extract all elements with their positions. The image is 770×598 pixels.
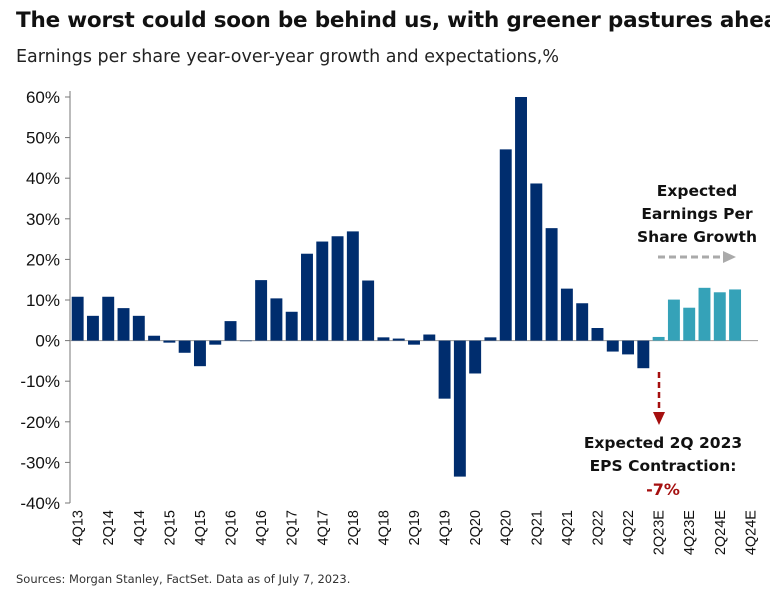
bar-1q17: [270, 298, 283, 341]
bar-4q23e: [683, 307, 696, 341]
bar-1q14: [86, 315, 99, 341]
bar-4q17: [316, 241, 329, 341]
bar-1q21: [515, 97, 527, 341]
x-tick-label: 4Q13: [71, 510, 87, 545]
bar-2q21: [530, 183, 543, 341]
expected-label-line-1: Expected: [657, 182, 737, 200]
bar-3q16: [239, 340, 252, 342]
bar-2q20: [469, 340, 482, 374]
chart-title: The worst could soon be behind us, with …: [16, 8, 770, 33]
bar-1q19: [392, 338, 405, 341]
x-tick-label: 2Q19: [407, 510, 423, 545]
bar-1q22: [576, 303, 589, 341]
x-tick-label: 2Q20: [468, 510, 484, 545]
x-tick-label: 2Q21: [529, 510, 545, 545]
x-tick-label: 4Q17: [315, 510, 331, 545]
bar-4q16: [255, 280, 268, 341]
bar-3q24e: [729, 289, 742, 341]
bar-2q14: [102, 296, 115, 341]
x-tick-label: 4Q19: [438, 510, 454, 545]
bar-4q20: [499, 149, 512, 341]
x-tick-label: 2Q17: [285, 510, 301, 545]
bar-4q15: [193, 340, 206, 367]
expected-arrow: [658, 251, 736, 263]
bar-3q17: [301, 253, 313, 341]
bars: [71, 97, 742, 477]
x-tick-label: 4Q23E: [682, 510, 698, 555]
bar-2q19: [408, 340, 420, 345]
y-tick-label: -40%: [20, 494, 60, 513]
bar-2q15: [163, 340, 176, 343]
x-tick-label: 2Q22: [590, 510, 606, 545]
bar-4q21: [560, 288, 573, 341]
bar-3q18: [362, 280, 375, 341]
x-tick-label: 2Q18: [346, 510, 362, 545]
annotations: Expected Earnings Per Share Growth Expec…: [584, 182, 757, 499]
bar-1q23: [637, 340, 650, 369]
x-tick-label: 4Q22: [621, 510, 637, 545]
expected-label-line-3: Share Growth: [637, 228, 757, 246]
bar-4q14: [132, 315, 145, 341]
y-tick-label: 30%: [26, 210, 60, 229]
x-tick-label: 2Q23E: [652, 510, 668, 555]
x-tick-label: 4Q20: [499, 510, 515, 545]
bar-4q19: [438, 340, 451, 399]
bar-4q22: [622, 340, 635, 355]
bar-3q23e: [667, 299, 680, 341]
x-tick-label: 4Q16: [254, 510, 270, 545]
bar-1q16: [209, 340, 222, 345]
bar-1q24e: [698, 287, 711, 341]
contraction-label-line-1: Expected 2Q 2023: [584, 434, 742, 452]
x-axis: 4Q13 2Q14 4Q14 2Q15 4Q15 2Q16 4Q16 2Q17 4Q17 2Q18…: [71, 510, 760, 555]
contraction-arrow: [653, 372, 665, 425]
bar-1q18: [331, 236, 344, 341]
x-tick-label: 2Q14: [101, 510, 117, 545]
y-tick-label: 0%: [35, 332, 60, 351]
expected-label-line-2: Earnings Per: [641, 205, 753, 223]
x-tick-label: 2Q15: [162, 510, 178, 545]
x-tick-label: 4Q15: [193, 510, 209, 545]
bar-2q23e: [652, 336, 665, 341]
chart-subtitle: Earnings per share year-over-year growth…: [16, 47, 559, 67]
bar-2q24e: [713, 292, 726, 341]
bar-1q20: [453, 340, 466, 477]
x-tick-label: 2Q24E: [713, 510, 729, 555]
y-tick-label: 10%: [26, 291, 60, 310]
x-tick-label: 4Q24E: [743, 510, 759, 555]
bar-1q15: [148, 335, 161, 341]
bar-2q18: [346, 231, 359, 341]
x-tick-label: 4Q18: [376, 510, 392, 545]
y-tick-label: 50%: [26, 129, 60, 148]
y-tick-label: -30%: [20, 453, 60, 472]
bar-3q19: [423, 334, 436, 341]
source-note: Sources: Morgan Stanley, FactSet. Data a…: [16, 572, 351, 586]
bar-2q16: [224, 321, 237, 341]
bar-2q22: [591, 328, 604, 341]
bar-3q20: [484, 337, 497, 341]
y-tick-label: -20%: [20, 413, 60, 432]
bar-2q17: [285, 311, 298, 341]
y-tick-label: 20%: [26, 250, 60, 269]
y-tick-label: -10%: [20, 372, 60, 391]
x-tick-label: 4Q21: [560, 510, 576, 545]
contraction-label-line-2: EPS Contraction:: [590, 457, 737, 475]
bar-3q14: [117, 308, 130, 341]
x-tick-label: 4Q14: [132, 510, 148, 545]
bar-3q22: [606, 340, 619, 352]
bar-3q15: [178, 340, 191, 353]
bar-3q21: [545, 228, 558, 341]
contraction-value: -7%: [646, 480, 680, 499]
y-axis: 60% 50% 40% 30% 20% 10% 0% -10% -20% -30% -40%: [20, 88, 758, 513]
y-tick-label: 60%: [26, 88, 60, 107]
bar-4q18: [377, 337, 390, 341]
y-tick-label: 40%: [26, 169, 60, 188]
bar-4q13: [71, 296, 84, 341]
x-tick-label: 2Q16: [224, 510, 240, 545]
